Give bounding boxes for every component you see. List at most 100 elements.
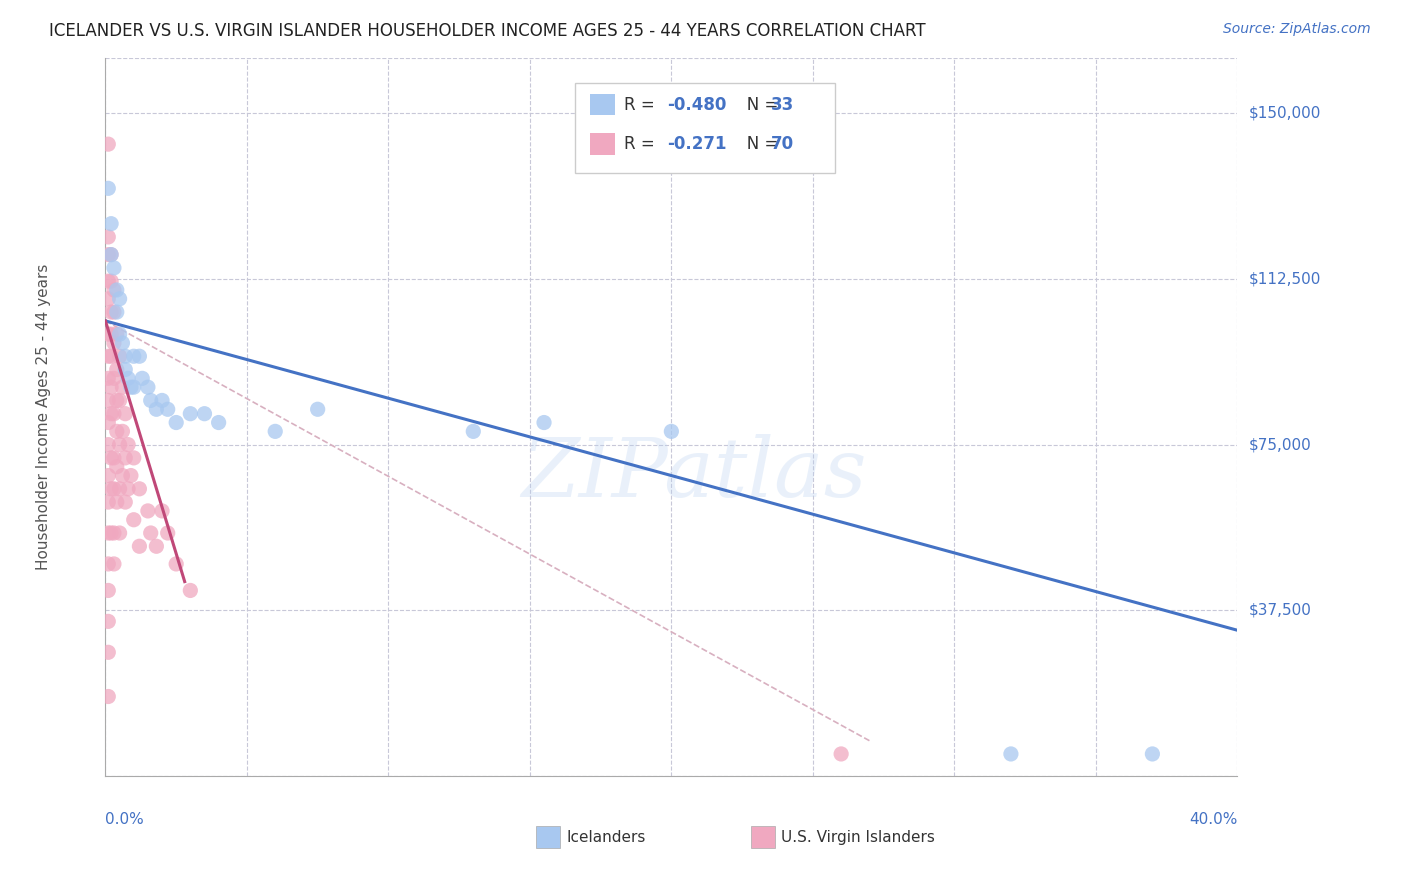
Point — [179, 583, 201, 598]
Point — [156, 402, 179, 417]
Point — [111, 425, 134, 439]
Text: ZIPatlas: ZIPatlas — [522, 434, 866, 515]
Point — [97, 437, 120, 451]
Point — [122, 450, 145, 465]
Point — [97, 292, 120, 306]
Point — [136, 504, 159, 518]
Point — [120, 380, 142, 394]
Text: 0.0%: 0.0% — [105, 812, 145, 827]
Text: 40.0%: 40.0% — [1189, 812, 1237, 827]
Point — [1000, 747, 1022, 761]
Text: N =: N = — [731, 136, 785, 153]
Point — [108, 482, 131, 496]
Point — [105, 459, 128, 474]
Point — [114, 362, 136, 376]
Point — [145, 402, 167, 417]
FancyBboxPatch shape — [575, 83, 835, 173]
Point — [103, 283, 125, 297]
Point — [108, 526, 131, 541]
Point — [103, 407, 125, 421]
Point — [100, 450, 122, 465]
Point — [264, 425, 287, 439]
Point — [139, 526, 162, 541]
Point — [97, 327, 120, 342]
Point — [661, 425, 683, 439]
Point — [165, 416, 187, 430]
Point — [97, 247, 120, 261]
Point — [533, 416, 555, 430]
Point — [165, 557, 187, 571]
Text: Householder Income Ages 25 - 44 years: Householder Income Ages 25 - 44 years — [35, 264, 51, 570]
Point — [103, 526, 125, 541]
Text: Icelanders: Icelanders — [567, 830, 645, 845]
Point — [150, 504, 173, 518]
Point — [463, 425, 485, 439]
Point — [103, 482, 125, 496]
Text: $150,000: $150,000 — [1249, 106, 1320, 120]
Point — [100, 305, 122, 319]
Text: -0.271: -0.271 — [666, 136, 727, 153]
Point — [100, 407, 122, 421]
Point — [100, 274, 122, 288]
Point — [105, 327, 128, 342]
Text: R =: R = — [624, 95, 659, 113]
Point — [105, 305, 128, 319]
Point — [108, 349, 131, 363]
Point — [111, 336, 134, 351]
Point — [100, 482, 122, 496]
Point — [131, 371, 153, 385]
Point — [122, 380, 145, 394]
Point — [136, 380, 159, 394]
Text: 70: 70 — [770, 136, 794, 153]
Point — [122, 349, 145, 363]
Point — [100, 327, 122, 342]
Text: R =: R = — [624, 136, 665, 153]
Point — [117, 437, 139, 451]
Text: N =: N = — [731, 95, 785, 113]
Point — [103, 450, 125, 465]
Point — [100, 247, 122, 261]
Point — [105, 283, 128, 297]
Text: U.S. Virgin Islanders: U.S. Virgin Islanders — [782, 830, 935, 845]
Point — [114, 349, 136, 363]
FancyBboxPatch shape — [591, 94, 614, 115]
Point — [128, 539, 150, 553]
Point — [97, 181, 120, 195]
Point — [97, 349, 120, 363]
Point — [100, 217, 122, 231]
Point — [179, 407, 201, 421]
Text: $75,000: $75,000 — [1249, 437, 1312, 452]
Point — [193, 407, 215, 421]
Point — [103, 371, 125, 385]
FancyBboxPatch shape — [591, 134, 614, 155]
Point — [108, 292, 131, 306]
Point — [103, 305, 125, 319]
Point — [830, 747, 852, 761]
Text: 33: 33 — [770, 95, 794, 113]
Point — [1142, 747, 1164, 761]
Point — [150, 393, 173, 408]
Point — [128, 349, 150, 363]
Point — [108, 437, 131, 451]
Point — [117, 482, 139, 496]
Point — [117, 371, 139, 385]
Point — [97, 690, 120, 704]
Text: $37,500: $37,500 — [1249, 603, 1312, 618]
FancyBboxPatch shape — [751, 826, 776, 847]
Text: ICELANDER VS U.S. VIRGIN ISLANDER HOUSEHOLDER INCOME AGES 25 - 44 YEARS CORRELAT: ICELANDER VS U.S. VIRGIN ISLANDER HOUSEH… — [49, 22, 925, 40]
Point — [120, 468, 142, 483]
Point — [122, 513, 145, 527]
Point — [100, 526, 122, 541]
Point — [97, 645, 120, 659]
Point — [156, 526, 179, 541]
Point — [97, 393, 120, 408]
Point — [97, 137, 120, 152]
Point — [108, 327, 131, 342]
Point — [208, 416, 231, 430]
Point — [114, 495, 136, 509]
Point — [114, 407, 136, 421]
Point — [103, 336, 125, 351]
Point — [105, 495, 128, 509]
Point — [97, 615, 120, 629]
Point — [97, 468, 120, 483]
